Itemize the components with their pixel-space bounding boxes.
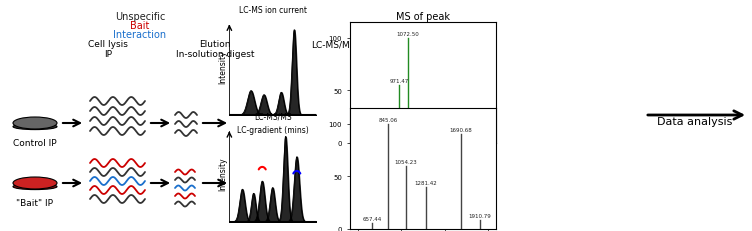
Text: Interaction: Interaction [114, 30, 166, 40]
Text: 657.44: 657.44 [362, 216, 381, 221]
Text: 1113.56: 1113.56 [400, 115, 423, 120]
Text: LC-MS ion current: LC-MS ion current [238, 6, 307, 15]
Text: 971.47: 971.47 [390, 79, 408, 84]
Text: LC-gradient (mins): LC-gradient (mins) [237, 125, 308, 134]
Text: 1699.62: 1699.62 [450, 131, 473, 136]
Text: 1072.50: 1072.50 [396, 32, 419, 37]
Text: 1054.23: 1054.23 [395, 159, 417, 164]
Text: Intensity: Intensity [218, 50, 227, 84]
Text: 1429.66: 1429.66 [427, 131, 450, 136]
Ellipse shape [13, 124, 57, 130]
Title: MS of peak: MS of peak [396, 12, 450, 22]
Text: Data analysis: Data analysis [657, 116, 732, 126]
Text: Bait: Bait [130, 21, 150, 31]
Text: 1690.68: 1690.68 [450, 128, 472, 133]
Text: Elution
In-solution digest: Elution In-solution digest [176, 40, 254, 59]
Text: "Bait" IP: "Bait" IP [17, 198, 53, 207]
Ellipse shape [13, 177, 57, 189]
Text: 1910.79: 1910.79 [468, 213, 491, 218]
Text: LC-MS/MS: LC-MS/MS [311, 40, 355, 49]
Text: 1281.42: 1281.42 [414, 180, 437, 185]
Text: Cell lysis
IP: Cell lysis IP [88, 40, 128, 59]
Text: 628.38: 628.38 [359, 128, 379, 133]
Text: Unspecific: Unspecific [115, 12, 165, 22]
Text: LC-MS/MS: LC-MS/MS [253, 112, 292, 121]
Text: Control IP: Control IP [14, 138, 57, 147]
Ellipse shape [13, 184, 57, 190]
X-axis label: m/z: m/z [415, 158, 431, 167]
Text: 845.06: 845.06 [378, 117, 398, 122]
Ellipse shape [13, 118, 57, 129]
Text: Intensity: Intensity [218, 157, 227, 190]
